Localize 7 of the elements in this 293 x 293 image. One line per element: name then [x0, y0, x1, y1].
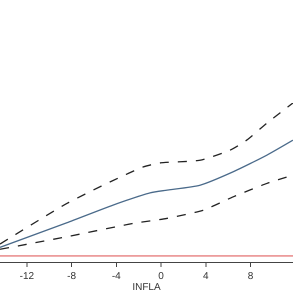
x-tick-label: -4 — [112, 271, 122, 282]
x-tick-label: 8 — [248, 271, 254, 282]
x-tick-label: 4 — [202, 271, 209, 282]
x-tick-label: -12 — [20, 271, 35, 282]
x-axis-title: INFLA — [132, 282, 161, 293]
x-tick-label: -8 — [67, 271, 76, 282]
x-tick-label: 0 — [158, 271, 164, 282]
